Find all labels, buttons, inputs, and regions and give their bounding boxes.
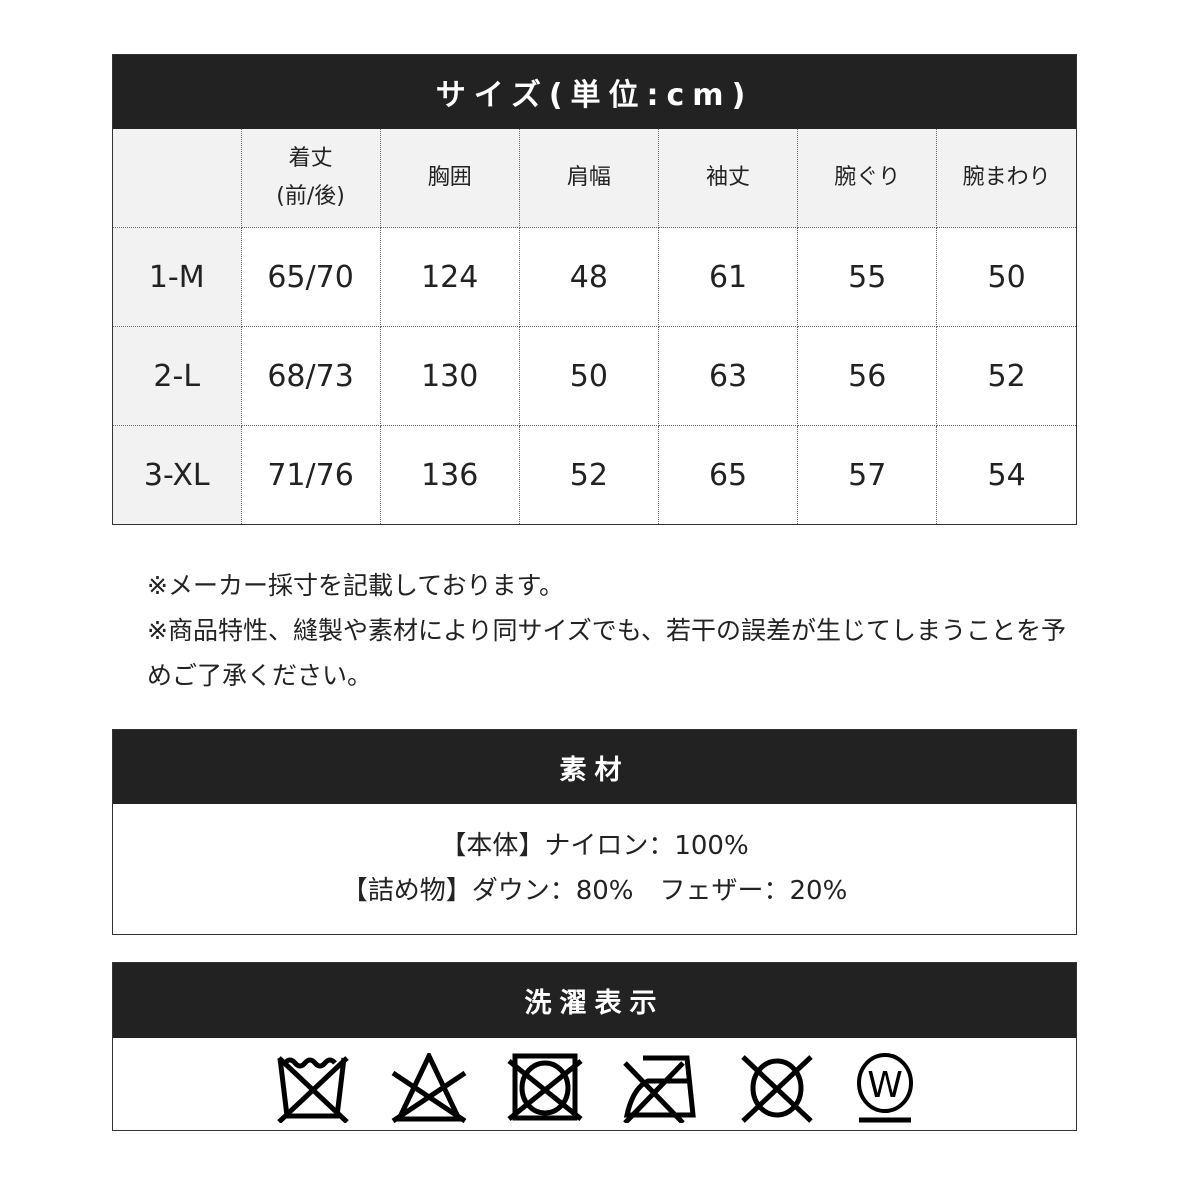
care-icons: W — [113, 1038, 1076, 1130]
header-line: 着丈 — [288, 146, 333, 171]
wet-clean-gentle-icon: W — [856, 1053, 913, 1123]
size-cell: 1-M — [113, 227, 242, 327]
cell: 48 — [518, 227, 659, 327]
material-line: 【詰め物】ダウン：80% フェザー：20% — [341, 876, 848, 906]
no-tumble-dry-icon — [506, 1053, 583, 1121]
wet-letter: W — [867, 1065, 903, 1106]
size-table-title: サイズ(単位:cm) — [113, 55, 1076, 129]
size-table: 着丈 (前/後) 胸囲 肩幅 袖丈 腕ぐり 腕まわり 1-M 65/70 124 48… — [113, 129, 1076, 524]
header-cell: 袖丈 — [657, 129, 799, 228]
no-dry-clean-icon — [740, 1055, 813, 1123]
care-title: 洗濯表示 — [113, 963, 1076, 1038]
cell: 50 — [936, 227, 1076, 327]
cell: 52 — [936, 326, 1076, 426]
care-section: 洗濯表示 W — [112, 962, 1077, 1131]
size-cell: 3-XL — [113, 425, 242, 524]
note: ※商品特性、縫製や素材により同サイズでも、若干の誤差が生じてしまうことを予めご了… — [147, 616, 1066, 690]
material-title: 素材 — [113, 730, 1076, 804]
size-table-section: サイズ(単位:cm) 着丈 (前/後) 胸囲 肩幅 袖丈 腕ぐり 腕まわり 1-M… — [112, 54, 1077, 525]
no-wash-icon — [276, 1056, 349, 1123]
header-cell: 肩幅 — [518, 129, 659, 228]
header-cell: 胸囲 — [379, 129, 520, 228]
cell: 63 — [657, 326, 799, 426]
cell: 55 — [797, 227, 938, 327]
cell: 65 — [657, 425, 799, 524]
table-row: 3-XL 71/76 136 52 65 57 54 — [113, 425, 1076, 524]
cell: 50 — [518, 326, 659, 426]
material-body: 【本体】ナイロン：100% 【詰め物】ダウン：80% フェザー：20% — [113, 804, 1076, 934]
cell: 54 — [936, 425, 1076, 524]
no-iron-icon — [622, 1055, 696, 1123]
cell: 52 — [518, 425, 659, 524]
size-cell: 2-L — [113, 326, 242, 426]
cell: 65/70 — [240, 227, 381, 327]
header-cell: 腕まわり — [936, 129, 1076, 228]
no-bleach-icon — [391, 1053, 466, 1123]
material-section: 素材 【本体】ナイロン：100% 【詰め物】ダウン：80% フェザー：20% — [112, 729, 1077, 935]
header-cell: 腕ぐり — [797, 129, 938, 228]
cell: 56 — [797, 326, 938, 426]
cell: 68/73 — [240, 326, 381, 426]
cell: 57 — [797, 425, 938, 524]
table-header-row: 着丈 (前/後) 胸囲 肩幅 袖丈 腕ぐり 腕まわり — [113, 129, 1076, 228]
cell: 124 — [379, 227, 520, 327]
cell: 130 — [379, 326, 520, 426]
header-cell — [113, 129, 242, 228]
cell: 136 — [379, 425, 520, 524]
header-line: (前/後) — [276, 184, 345, 209]
note: ※メーカー採寸を記載しております。 — [147, 571, 564, 600]
cell: 61 — [657, 227, 799, 327]
notes: ※メーカー採寸を記載しております。 ※商品特性、縫製や素材により同サイズでも、若… — [147, 563, 1067, 698]
material-line: 【本体】ナイロン：100% — [440, 831, 749, 861]
header-cell: 着丈 (前/後) — [240, 129, 381, 228]
cell: 71/76 — [240, 425, 381, 524]
table-row: 1-M 65/70 124 48 61 55 50 — [113, 227, 1076, 327]
table-row: 2-L 68/73 130 50 63 56 52 — [113, 326, 1076, 426]
